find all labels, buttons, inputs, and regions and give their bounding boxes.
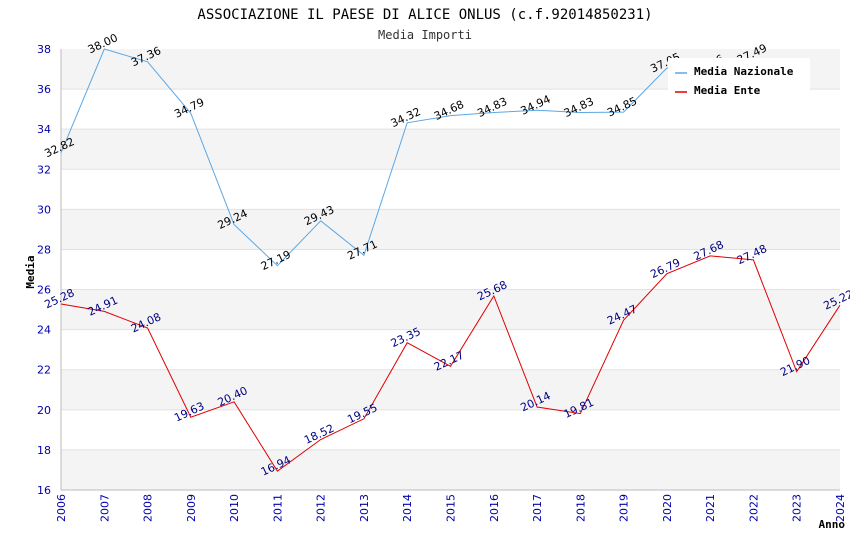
legend: Media Nazionale Media Ente (668, 58, 810, 101)
x-tick-label: 2020 (661, 494, 674, 522)
x-axis-ticks: 2006 2007 2008 2009 2010 2011 2012 2013 2014 2015… (55, 494, 847, 522)
x-tick-label: 2013 (358, 494, 371, 522)
y-tick-label: 32 (37, 163, 51, 176)
x-tick-label: 2015 (445, 494, 458, 522)
y-tick-label: 22 (37, 364, 51, 377)
y-tick-label: 16 (37, 484, 51, 497)
grid-band (61, 329, 840, 370)
x-tick-label: 2009 (185, 494, 198, 522)
series-line-media-ente (60, 255, 841, 472)
series-line-media-nazionale (60, 48, 754, 267)
series-lines (60, 48, 841, 472)
y-tick-label: 18 (37, 444, 51, 457)
y-axis-label: Media (24, 255, 37, 288)
legend-box (668, 58, 810, 101)
x-tick-label: 2010 (228, 494, 241, 522)
y-tick-label: 34 (37, 123, 51, 136)
y-tick-label: 36 (37, 83, 51, 96)
grid-band (61, 449, 840, 490)
grid-band (61, 209, 840, 250)
x-tick-label: 2017 (531, 494, 544, 522)
x-tick-label: 2021 (704, 494, 717, 522)
x-tick-label: 2018 (574, 494, 587, 522)
x-axis-label: Anno (819, 518, 846, 531)
y-tick-label: 26 (37, 284, 51, 297)
grid-band (61, 129, 840, 170)
x-tick-label: 2016 (488, 494, 501, 522)
y-axis-ticks: 16 18 20 22 24 26 28 30 32 34 36 38 (37, 43, 51, 497)
x-tick-label: 2014 (401, 494, 414, 522)
y-tick-label: 20 (37, 404, 51, 417)
y-tick-label: 38 (37, 43, 51, 56)
chart-title: ASSOCIAZIONE IL PAESE DI ALICE ONLUS (c.… (197, 7, 652, 23)
x-tick-label: 2008 (142, 494, 155, 522)
grid-bands (61, 49, 840, 491)
grid-band (61, 289, 840, 330)
y-tick-label: 30 (37, 203, 51, 216)
x-tick-label: 2019 (618, 494, 631, 522)
x-tick-label: 2006 (55, 494, 68, 522)
y-tick-label: 24 (37, 324, 51, 337)
grid-band (61, 249, 840, 290)
y-tick-label: 28 (37, 243, 51, 256)
x-tick-label: 2023 (791, 494, 804, 522)
legend-label-media-nazionale: Media Nazionale (694, 65, 794, 78)
grid-band (61, 369, 840, 410)
x-tick-label: 2011 (271, 494, 284, 522)
grid-band (61, 169, 840, 210)
x-tick-label: 2024 (834, 494, 847, 522)
x-tick-label: 2012 (315, 494, 328, 522)
x-tick-label: 2007 (98, 494, 111, 522)
axes (60, 49, 840, 491)
x-tick-label: 2022 (747, 494, 760, 522)
chart-subtitle: Media Importi (378, 28, 472, 42)
legend-label-media-ente: Media Ente (694, 84, 761, 97)
